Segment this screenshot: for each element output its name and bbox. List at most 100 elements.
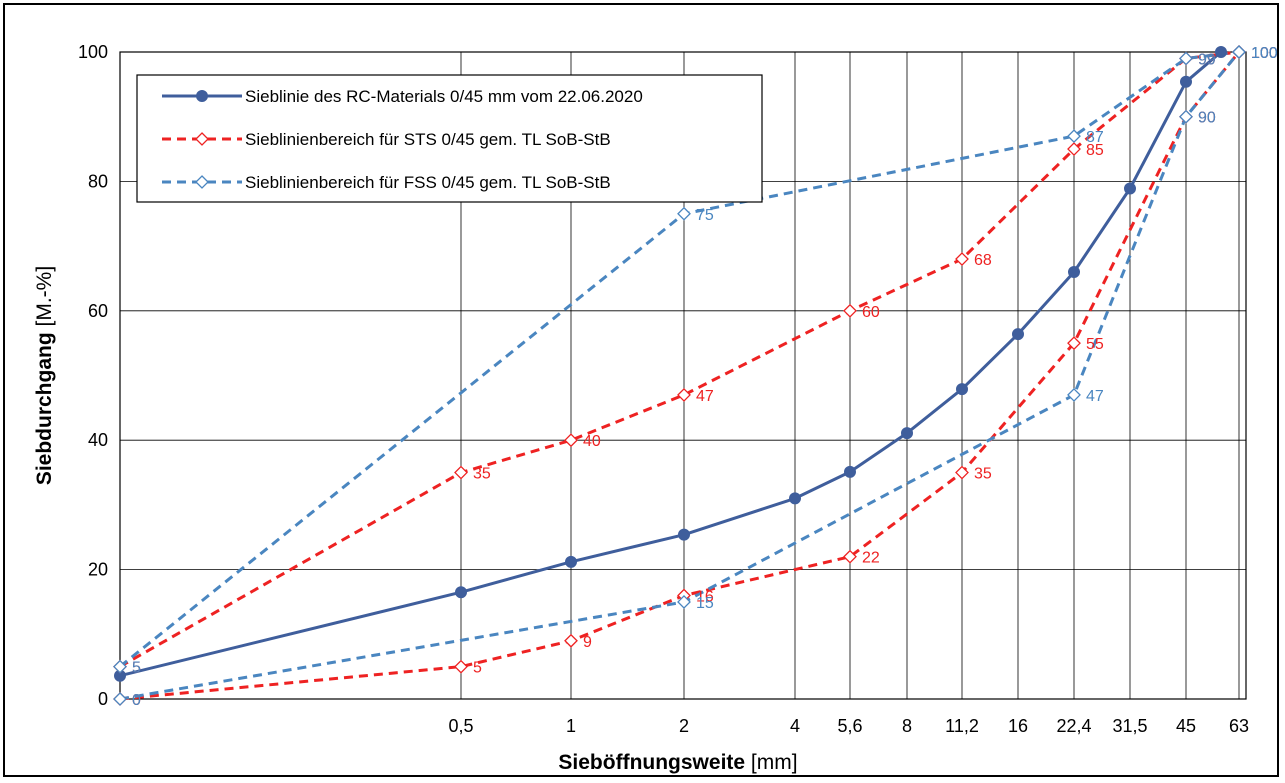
series-0-point [789, 492, 801, 505]
y-tick-label: 60 [88, 301, 108, 321]
series-2-upper-data-label: 100 [1251, 45, 1278, 62]
series-2-lower-data-label: 15 [696, 595, 714, 612]
series-2-lower-point [1179, 109, 1193, 124]
x-tick-label: 8 [902, 716, 912, 736]
x-tick-label: 22,4 [1056, 716, 1091, 736]
series-0-point [1215, 46, 1227, 58]
series-0-point [565, 555, 577, 568]
y-axis-title: Siebdurchgang [M.-%] [33, 266, 56, 485]
series-1-lower-data-label: 90 [1198, 110, 1216, 127]
series-2-upper-data-label: 5 [132, 660, 141, 677]
series-2-lower-point [113, 692, 127, 706]
series-layer [113, 45, 1246, 706]
legend-entry-label: Sieblinienbereich für FSS 0/45 gem. TL S… [245, 173, 611, 192]
series-2-lower-data-label: 47 [1086, 388, 1104, 405]
y-tick-label: 0 [98, 689, 108, 709]
series-1-lower-data-label: 100 [1251, 45, 1278, 62]
series-1-upper-data-label: 85 [1086, 142, 1104, 159]
legend-marker [195, 132, 209, 146]
series-2-lower-data-label: 100 [1251, 45, 1278, 62]
series-2-upper-point [113, 659, 127, 674]
series-0-point [1068, 265, 1080, 278]
series-1-upper-point [843, 303, 857, 318]
y-axis-ticks: 0 20 40 60 80 100 [78, 42, 108, 709]
series-2-upper-data-label: 87 [1086, 129, 1104, 146]
x-tick-label: 1 [566, 716, 576, 736]
series-0-point [901, 427, 913, 440]
series-1-lower-data-label: 9 [583, 634, 592, 651]
x-axis-title: Sieböffnungsweite [mm] [558, 751, 797, 774]
series-2-lower-data-label: 0 [132, 692, 141, 709]
series-1-upper-point [677, 387, 691, 402]
series-1-upper-data-label: 60 [862, 304, 880, 321]
series-1-lower-data-label: 22 [862, 550, 880, 567]
series-2-upper-data-label: 99 [1198, 51, 1216, 68]
series-1-lower-data-label: 0 [132, 692, 141, 709]
x-tick-label: 63 [1229, 716, 1249, 736]
series-0-point [455, 586, 467, 599]
series-0-point [678, 528, 690, 541]
y-tick-label: 40 [88, 430, 108, 450]
series-1-lower-data-label: 5 [473, 660, 482, 677]
series-1-upper-data-label: 68 [974, 252, 992, 269]
series-2-upper-point [677, 206, 691, 221]
legend-marker [196, 90, 208, 102]
x-tick-label: 4 [790, 716, 800, 736]
series-2-upper-data-label: 75 [696, 207, 714, 224]
series-2-upper-line [119, 50, 1240, 668]
x-tick-label: 2 [679, 716, 689, 736]
series-2-lower-point [1232, 45, 1246, 59]
series-0-point [844, 465, 856, 478]
x-tick-label: 45 [1176, 716, 1196, 736]
plot-area-border [119, 51, 1247, 700]
x-tick-label: 16 [1008, 716, 1028, 736]
x-tick-label: 0,5 [448, 716, 473, 736]
x-tick-label: 11,2 [945, 716, 979, 736]
y-tick-label: 80 [88, 171, 108, 191]
series-2-upper-point [1179, 51, 1193, 66]
series-1-upper-data-label: 100 [1251, 45, 1278, 62]
series-1-lower-point [955, 465, 969, 480]
y-tick-label: 20 [88, 560, 108, 580]
series-1-lower-point [454, 659, 468, 674]
series-1-upper-data-label: 47 [696, 388, 714, 405]
x-tick-label: 5,6 [837, 716, 862, 736]
y-axis-title-unit: [M.-%] [33, 266, 56, 333]
series-2-lower-point [677, 595, 691, 609]
series-1-upper-point [454, 465, 468, 480]
series-2-upper-point [1067, 129, 1081, 144]
series-1-upper-data-label: 35 [473, 466, 491, 483]
series-0-point [1124, 182, 1136, 195]
y-axis-title-main: Siebdurchgang [33, 332, 56, 485]
legend-entry-label: Sieblinienbereich für STS 0/45 gem. TL S… [245, 130, 611, 149]
series-1-lower-point [1067, 336, 1081, 351]
series-0-point [1012, 328, 1024, 341]
series-2-lower-data-label: 90 [1198, 110, 1216, 127]
series-1-upper-data-label: 5 [132, 660, 141, 677]
series-1-upper-point [564, 433, 578, 448]
series-1-upper-point [955, 252, 969, 266]
series-1-lower-line [119, 51, 1241, 701]
series-1-upper-point [1067, 142, 1081, 156]
x-axis-ticks: 0,5 1 2 4 5,6 8 11,2 16 22,4 31,5 45 63 [448, 716, 1249, 736]
series-1-lower-data-label: 16 [696, 588, 714, 605]
legend: Sieblinie des RC-Materials 0/45 mm vom 2… [136, 74, 763, 203]
y-tick-label: 100 [78, 42, 108, 62]
series-1-upper-data-label: 40 [583, 433, 601, 450]
legend-entry-label: Sieblinie des RC-Materials 0/45 mm vom 2… [245, 87, 643, 106]
chart-frame: 0,5 1 2 4 5,6 8 11,2 16 22,4 31,5 45 63 0 20 40 60 80 10… [3, 3, 1279, 777]
series-1-upper-data-label: 99 [1198, 51, 1216, 68]
sieve-curve-chart: 0,5 1 2 4 5,6 8 11,2 16 22,4 31,5 45 63 0 20 40 60 80 10… [33, 42, 1278, 774]
series-1-lower-data-label: 35 [974, 466, 992, 483]
x-axis-title-main: Sieböffnungsweite [558, 751, 745, 774]
series-2-lower-point [1067, 387, 1081, 402]
series-1-lower-point [843, 549, 857, 564]
x-axis-title-unit: [mm] [745, 751, 798, 774]
legend-marker [195, 175, 209, 189]
x-tick-label: 31,5 [1112, 716, 1147, 736]
series-0-point [1180, 75, 1192, 88]
series-1-lower-point [564, 633, 578, 648]
series-0-point [956, 383, 968, 396]
series-1-lower-data-label: 55 [1086, 336, 1104, 353]
